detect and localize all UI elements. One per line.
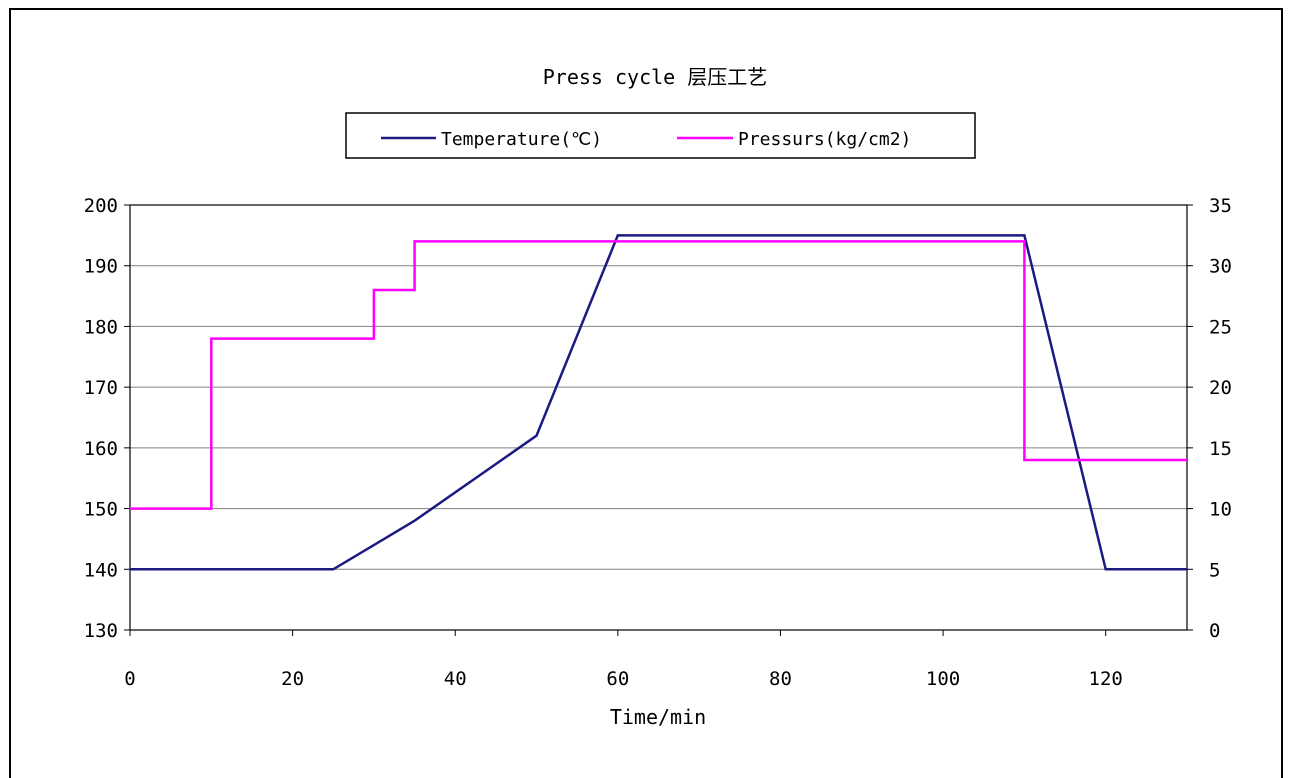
y-left-tick-label: 190: [84, 256, 118, 278]
x-axis-label: Time/min: [610, 705, 706, 729]
plot-area: [129, 204, 1188, 631]
legend: Temperature(℃) Pressurs(kg/cm2): [345, 112, 976, 159]
series-line-pressure: [130, 240, 1187, 510]
chart-title: Press cycle 层压工艺: [543, 65, 768, 89]
series-line-temperature: [130, 234, 1187, 571]
x-tick-label: 80: [769, 668, 792, 690]
x-tick-label: 120: [1089, 668, 1123, 690]
y-left-tick-label: 170: [84, 377, 118, 399]
grid-lines: [130, 265, 1187, 570]
x-tick-label: 40: [444, 668, 467, 690]
y-left-tick-label: 160: [84, 438, 118, 460]
x-tick-label: 20: [281, 668, 304, 690]
y-right-tick-label: 20: [1209, 377, 1232, 399]
legend-label-pressure: Pressurs(kg/cm2): [738, 129, 911, 150]
legend-label-temperature: Temperature(℃): [441, 129, 602, 150]
legend-box: [345, 112, 976, 159]
series-lines: [130, 234, 1187, 571]
x-tick-label: 60: [606, 668, 629, 690]
axis-ticks: 130 140 150 160 170 180 190 200 0 5 10 15 20 25 30 35 0 2…: [84, 195, 1232, 690]
x-tick-label: 100: [926, 668, 960, 690]
y-left-tick-label: 150: [84, 499, 118, 521]
y-right-tick-label: 10: [1209, 499, 1232, 521]
y-right-tick-label: 5: [1209, 559, 1220, 581]
y-left-tick-label: 130: [84, 620, 118, 642]
y-left-tick-label: 140: [84, 559, 118, 581]
y-right-tick-label: 25: [1209, 316, 1232, 338]
y-left-tick-label: 200: [84, 195, 118, 217]
y-left-tick-label: 180: [84, 316, 118, 338]
y-right-tick-label: 30: [1209, 256, 1232, 278]
y-right-tick-label: 15: [1209, 438, 1232, 460]
x-tick-label: 0: [124, 668, 135, 690]
y-right-tick-label: 0: [1209, 620, 1220, 642]
y-right-tick-label: 35: [1209, 195, 1232, 217]
